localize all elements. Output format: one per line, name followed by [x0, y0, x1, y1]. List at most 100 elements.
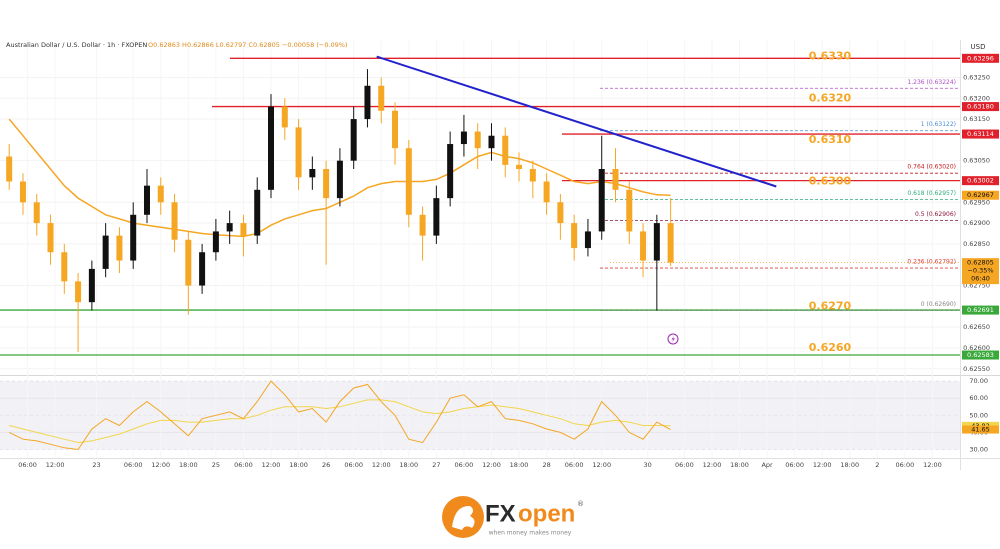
y-tick-label: 0.63150 [963, 115, 990, 123]
ma-box [962, 190, 999, 200]
x-tick-label: 06:00 [565, 461, 584, 469]
rsi-line [8, 380, 671, 451]
candle-body [502, 135, 509, 165]
fib-label: 0.236 (0.62792) [907, 259, 956, 266]
x-tick-label: 12:00 [372, 461, 391, 469]
event-bolt [671, 336, 675, 343]
current-price-label: 0.62805 [967, 259, 994, 267]
y-tick-label: 0.62850 [963, 240, 990, 248]
level-label: 0.6310 [809, 133, 852, 146]
x-tick-label: 06:00 [785, 461, 804, 469]
candle-body [433, 198, 440, 236]
price-box-label: 0.63002 [967, 177, 994, 185]
rsi-tick-label: 50.00 [969, 411, 988, 419]
x-tick-label: 28 [542, 461, 550, 469]
level-label: 0.6320 [809, 91, 852, 104]
x-tick-label: 12:00 [923, 461, 942, 469]
ma-box-label: 0.62967 [967, 191, 994, 199]
y-tick-label: 0.62650 [963, 323, 990, 331]
x-tick-label: 06:00 [896, 461, 915, 469]
price-box [962, 102, 999, 112]
x-tick-label: 18:00 [399, 461, 418, 469]
x-tick-label: 18:00 [510, 461, 529, 469]
candle-body [116, 235, 123, 261]
price-box [962, 305, 999, 315]
candle-body [557, 202, 564, 224]
current-change: −0.35% [967, 267, 993, 275]
price-box [962, 129, 999, 139]
countdown: 06:40 [971, 275, 990, 283]
candle-body [171, 202, 178, 240]
x-tick-label: 23 [92, 461, 100, 469]
candle-body [543, 181, 550, 203]
candle-body [143, 185, 150, 215]
candle-body [584, 231, 591, 249]
price-box [962, 53, 999, 63]
candle-body [419, 214, 426, 236]
rsi-box [962, 425, 999, 434]
candle-body [447, 144, 454, 199]
fib-label: 1 (0.63122) [921, 121, 956, 128]
logo-open: open [518, 500, 575, 527]
x-tick-label: 18:00 [840, 461, 859, 469]
candle-body [488, 135, 495, 149]
chart-header: Australian Dollar / U.S. Dollar · 1h · F… [6, 41, 147, 49]
rsi-signal [9, 399, 671, 444]
x-tick-label: 18:00 [730, 461, 749, 469]
y-tick-label: 0.62550 [963, 365, 990, 373]
candle-body [598, 169, 605, 232]
candle-body [640, 231, 647, 261]
candle-body [405, 148, 412, 215]
y-tick-label: 0.62750 [963, 282, 990, 290]
x-tick-label: 06:00 [455, 461, 474, 469]
candle-body [667, 223, 674, 263]
candle-body [323, 169, 330, 199]
logo-registered: ® [577, 500, 584, 508]
price-box-label: 0.62691 [967, 306, 994, 314]
y-tick-label: 0.63050 [963, 157, 990, 165]
x-tick-label: 12:00 [46, 461, 65, 469]
x-tick-label: 06:00 [234, 461, 253, 469]
x-tick-label: 30 [644, 461, 652, 469]
price-box-label: 0.62583 [967, 351, 994, 359]
rsi-box-label: 41.65 [971, 426, 990, 434]
candle-body [185, 239, 192, 286]
price-box-label: 0.63180 [967, 103, 994, 111]
candle-body [157, 185, 164, 203]
candle-body [571, 223, 578, 249]
candle-body [309, 169, 316, 178]
candle-body [240, 223, 247, 236]
logo-tagline: when money makes money [489, 530, 572, 537]
x-tick-label: 12:00 [592, 461, 611, 469]
candle-body [281, 106, 288, 128]
candle-body [460, 131, 467, 145]
candle-body [392, 110, 399, 149]
y-tick-label: 0.63250 [963, 73, 990, 81]
candle-body [378, 85, 385, 111]
candle-body [61, 252, 68, 282]
x-tick-label: 26 [322, 461, 330, 469]
x-tick-label: 12:00 [703, 461, 722, 469]
price-box-label: 0.63114 [967, 130, 994, 138]
y-tick-label: 0.62950 [963, 198, 990, 206]
candle-body [364, 85, 371, 120]
x-tick-label: 06:00 [675, 461, 694, 469]
logo: FX open ® when money makes money [442, 496, 584, 538]
rsi-tick-label: 30.00 [969, 445, 988, 453]
x-tick-label: 06:00 [18, 461, 37, 469]
ohlc-summary: O0.62863 H0.62866 L0.62797 C0.62805 −0.0… [148, 41, 348, 49]
candle-body [295, 127, 302, 178]
candle-body [19, 181, 26, 203]
x-tick-label: 06:00 [124, 461, 143, 469]
candle-body [474, 131, 481, 149]
fib-label: 1.236 (0.63224) [907, 79, 956, 86]
rsi-tick-label: 70.00 [969, 377, 988, 385]
candle-body [199, 252, 206, 286]
price-box-label: 0.63296 [967, 54, 994, 62]
fib-label: 0 (0.62690) [921, 301, 956, 308]
candle-body [226, 223, 233, 232]
x-tick-label: 18:00 [289, 461, 308, 469]
level-label: 0.6330 [809, 50, 852, 63]
x-tick-label: 12:00 [151, 461, 170, 469]
